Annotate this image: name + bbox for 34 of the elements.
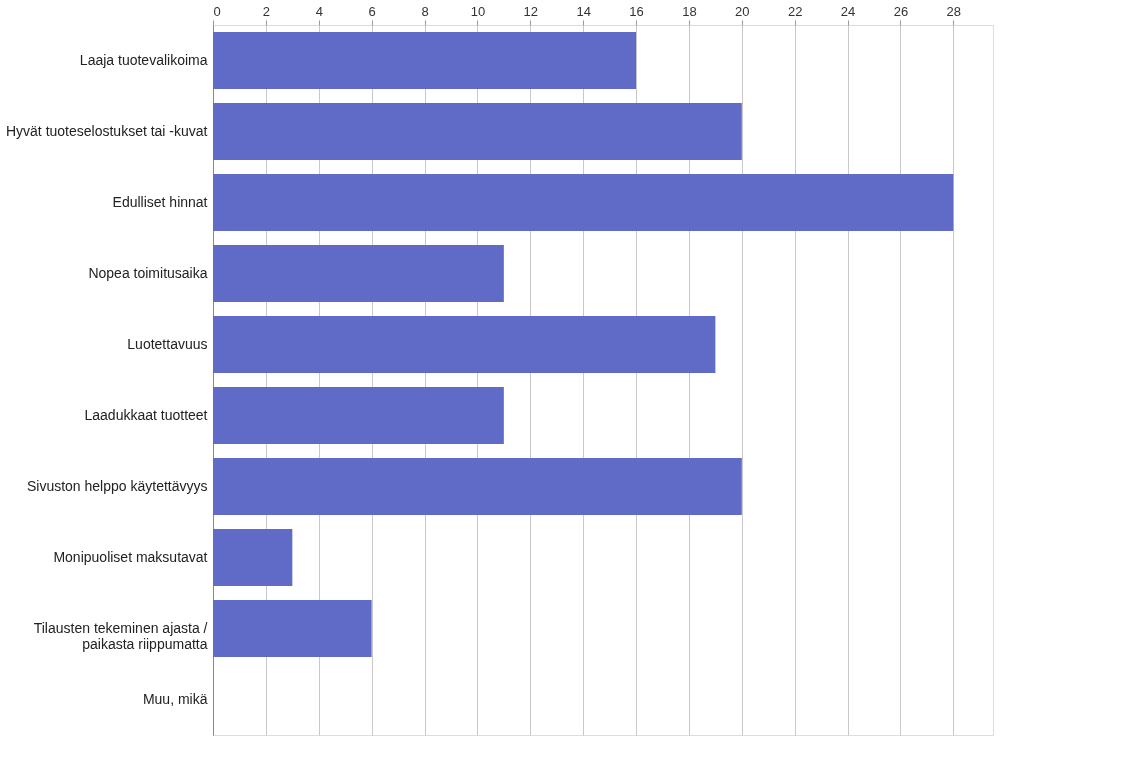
y-tick-label: Tilausten tekeminen ajasta / paikasta riippumatta <box>33 619 208 652</box>
x-tick-label: 10 <box>470 3 486 19</box>
x-tick-label: 20 <box>735 3 750 19</box>
y-tick-label: Laadukkaat tuotteet <box>84 406 208 423</box>
y-tick-label: Muu, mikä <box>142 690 208 707</box>
y-tick-label: Nopea toimitusaika <box>88 264 208 281</box>
y-tick-label: Monipuoliset maksutavat <box>53 548 208 565</box>
x-tick-label: 16 <box>629 3 644 19</box>
x-tick-label: 28 <box>946 3 962 19</box>
bar <box>213 245 504 302</box>
bar <box>213 458 742 515</box>
x-tick-label: 22 <box>787 3 803 19</box>
x-tick-label: 4 <box>315 3 323 19</box>
x-tick-label: 26 <box>893 3 909 19</box>
bar <box>213 32 637 89</box>
y-tick-label: Laaja tuotevalikoima <box>79 51 208 68</box>
bar <box>213 600 372 657</box>
y-tick-label: Hyvät tuoteselostukset tai -kuvat <box>5 122 208 139</box>
x-tick-label: 18 <box>682 3 697 19</box>
x-tick-label: 8 <box>421 3 429 19</box>
y-tick-label: Luotettavuus <box>127 335 208 352</box>
x-tick-label: 14 <box>576 3 591 19</box>
bar <box>213 174 954 231</box>
x-tick-label: 24 <box>840 3 856 19</box>
x-tick-label: 12 <box>523 3 539 19</box>
bar <box>213 103 742 160</box>
x-tick-label: 6 <box>368 3 376 19</box>
bar <box>213 529 293 586</box>
y-tick-label: Edulliset hinnat <box>112 193 208 210</box>
bar <box>213 387 504 444</box>
y-tick-label: Sivuston helppo käytettävyys <box>26 477 208 494</box>
x-tick-label: 0 <box>213 3 221 19</box>
x-tick-label: 2 <box>262 3 270 19</box>
bar <box>213 316 716 373</box>
